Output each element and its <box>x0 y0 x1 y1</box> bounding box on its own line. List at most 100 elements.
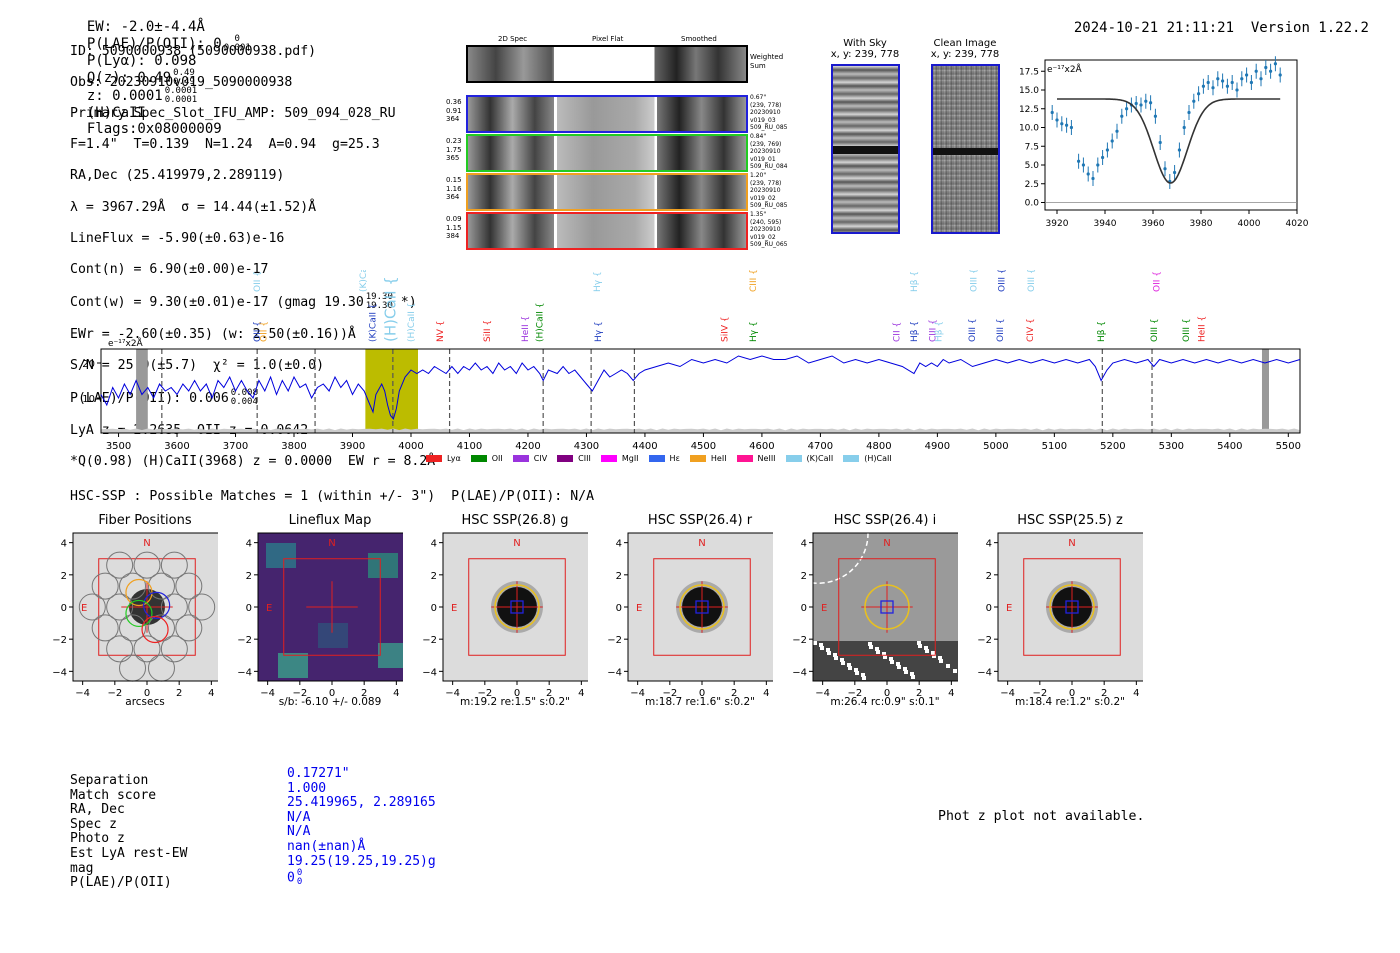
y-tick-label: −4 <box>607 667 622 678</box>
source-aperture <box>864 584 910 630</box>
clean-image <box>931 64 1000 234</box>
data-point <box>1206 80 1210 85</box>
line-id-label: (K)CaII { <box>359 270 369 292</box>
x-tick-label: −4 <box>75 688 90 699</box>
lineflux-blob <box>266 543 296 568</box>
line-id-label: OII { <box>253 271 263 292</box>
y-tick-label: −2 <box>52 635 67 646</box>
match-value: 0.17271" <box>287 766 350 781</box>
masked-region <box>813 641 958 681</box>
line-id-label: CII { <box>892 322 902 342</box>
weighted-sum-image <box>466 45 748 83</box>
data-point <box>1050 110 1054 115</box>
legend-swatch <box>648 455 665 462</box>
noise-pixel <box>834 656 838 660</box>
line-id-label: OII { <box>1153 271 1163 292</box>
line-id-label: Hγ { <box>594 321 604 342</box>
legend-label: HeII <box>710 454 727 463</box>
match-value: 25.419965, 2.289165 <box>287 795 436 811</box>
noise-pixel <box>876 650 880 654</box>
noise-pixel <box>889 657 893 661</box>
y-tick-label: 0 <box>431 603 437 614</box>
y-tick-label: 2 <box>431 571 437 582</box>
source-marker <box>510 600 524 614</box>
header-version: Version 1.22.2 <box>1250 20 1369 36</box>
cutout-stat: 364 <box>446 115 460 123</box>
line-id-label: OIII { <box>998 270 1008 292</box>
legend-item: (K)CaII <box>785 454 833 463</box>
fiber-circle-selected <box>141 615 169 644</box>
cutout-stat: 384 <box>446 232 460 240</box>
info-plae: P(LAE)/P(OII): 0.006 0.008 0.004 <box>70 388 258 408</box>
line-id-label: OII { <box>253 321 263 342</box>
hsc-panel-image: N E −4 −2 0 2 4 4 2 0 −2 −4 <box>792 532 958 699</box>
data-point <box>1187 110 1191 115</box>
cutout-info-line: v019_02 <box>750 233 776 241</box>
legend-swatch <box>843 455 860 462</box>
y-tick-label: 15.0 <box>1019 86 1039 96</box>
legend-swatch <box>600 455 617 462</box>
y-tick-label: 5.0 <box>1025 161 1040 171</box>
spec-cutouts: 2D Spec Pixel Flat Smoothed Weighted Sum… <box>446 33 796 258</box>
noise-pixel <box>939 659 943 663</box>
line-id-label: CIII { <box>929 319 939 342</box>
line-id-label: OIII { <box>996 318 1006 342</box>
y-tick-label: 7.5 <box>1025 142 1039 152</box>
match-label: Est LyA rest-EW <box>70 845 188 861</box>
x-tick-label: 5000 <box>983 441 1008 452</box>
data-point <box>1249 80 1253 85</box>
fiber-circle <box>91 572 119 600</box>
x-tick-label: −2 <box>1032 688 1047 699</box>
info-obs: Obs: 20230910v019_5090000938 <box>70 74 293 90</box>
source-aperture <box>679 584 725 630</box>
cutout-info-line: (239, 778) <box>750 179 782 187</box>
source-aperture <box>494 584 540 630</box>
x-tick-label: 0 <box>329 688 335 699</box>
cutout-info-line: 509_RU_065 <box>750 241 788 248</box>
y-tick-label: 0 <box>61 603 67 614</box>
data-point <box>1055 118 1059 122</box>
data-point <box>1077 159 1081 163</box>
match-value: N/A <box>287 824 311 840</box>
header-datetime: 2024-10-21 21:11:21 <box>1073 20 1235 36</box>
line-id-label: OIII { <box>1150 318 1160 342</box>
noise-pixel <box>882 652 886 656</box>
y-tick-label: 0 <box>246 603 252 614</box>
x-tick-label: 4700 <box>808 441 833 452</box>
legend-swatch <box>512 455 529 462</box>
cutout-row-info: 0.84" (239, 769) 20230910 v019_01 509_RU_084 <box>750 133 787 171</box>
y-tick-label: 20 <box>82 359 95 370</box>
y-tick-label: −2 <box>237 635 252 646</box>
noise-pixel <box>917 641 921 645</box>
noise-pixel <box>890 660 894 664</box>
y-tick-label: −2 <box>977 635 992 646</box>
y-tick-label: 0 <box>616 603 622 614</box>
legend-label: NeIII <box>757 454 776 463</box>
data-point <box>1060 122 1064 126</box>
line-id-label: NV { <box>436 321 446 342</box>
header-plya: P(Lyα): 0.098 <box>86 53 197 69</box>
cutout-row-image <box>466 95 748 133</box>
y-tick-label: 4 <box>986 539 992 550</box>
x-tick-label: 5500 <box>1276 441 1301 452</box>
x-tick-label: 0 <box>1069 688 1075 699</box>
x-tick-label: 4000 <box>398 441 423 452</box>
y-tick-label: 0 <box>986 603 992 614</box>
legend-label: Hε <box>669 454 680 463</box>
cutout-info-line: 509_RU_084 <box>750 163 788 170</box>
data-point <box>1254 69 1258 73</box>
legend-label: MgII <box>621 454 639 463</box>
legend-swatch <box>785 455 802 462</box>
noise-floor <box>101 428 1300 433</box>
info-primary: Primary Spec_Slot_IFU_AMP: 509_094_028_R… <box>70 105 396 121</box>
fiber-circle <box>147 572 175 600</box>
east-label: E <box>636 603 642 614</box>
data-point <box>1240 77 1244 81</box>
cutout-stat: 0.09 <box>446 215 462 223</box>
x-tick-label: 4900 <box>925 441 950 452</box>
y-tick-label: 12.5 <box>1019 105 1039 115</box>
header-right: 2024-10-21 21:11:21 Version 1.22.2 <box>1057 4 1369 36</box>
data-point <box>1235 88 1239 92</box>
match-label: Match score <box>70 787 157 803</box>
noise-pixel <box>911 675 915 679</box>
